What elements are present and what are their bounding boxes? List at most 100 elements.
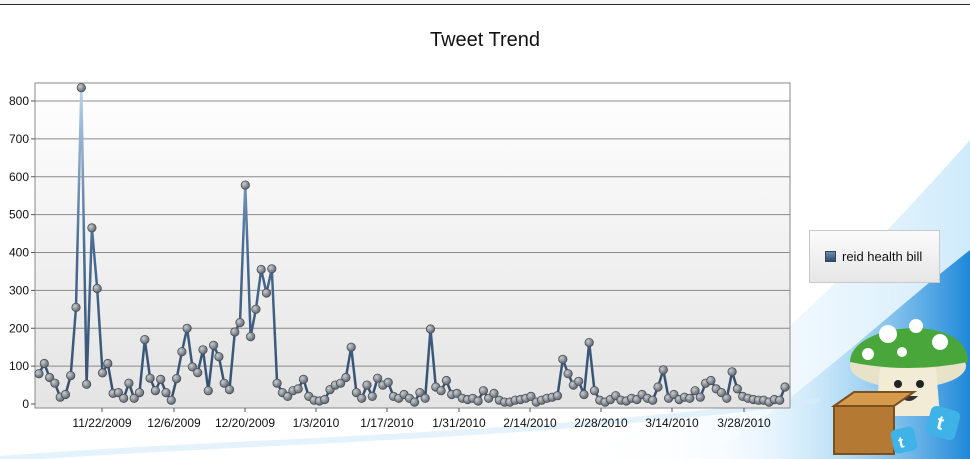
data-point[interactable] bbox=[60, 389, 71, 400]
data-point[interactable] bbox=[732, 384, 743, 394]
y-tick-label: 800 bbox=[9, 94, 29, 108]
data-point[interactable] bbox=[224, 384, 235, 395]
data-point[interactable] bbox=[425, 324, 436, 334]
x-tick-label: 1/17/2010 bbox=[360, 416, 414, 430]
data-point[interactable] bbox=[50, 378, 60, 388]
data-point[interactable] bbox=[335, 378, 346, 388]
data-point[interactable] bbox=[574, 376, 584, 386]
data-point[interactable] bbox=[161, 387, 171, 398]
data-point[interactable] bbox=[134, 387, 145, 398]
data-point[interactable] bbox=[39, 358, 49, 369]
data-point[interactable] bbox=[177, 347, 187, 357]
data-point[interactable] bbox=[283, 391, 293, 401]
data-point[interactable] bbox=[219, 378, 229, 388]
legend: reid health bill bbox=[809, 230, 940, 283]
data-point[interactable] bbox=[362, 380, 372, 390]
data-point[interactable] bbox=[298, 374, 309, 384]
data-point[interactable] bbox=[182, 323, 192, 333]
data-point[interactable] bbox=[383, 377, 393, 387]
data-point[interactable] bbox=[34, 369, 44, 379]
data-point[interactable] bbox=[66, 370, 76, 381]
data-point[interactable] bbox=[436, 386, 446, 396]
data-point[interactable] bbox=[71, 302, 81, 312]
data-point[interactable] bbox=[87, 223, 97, 233]
data-point[interactable] bbox=[261, 288, 272, 298]
data-point[interactable] bbox=[653, 382, 663, 392]
data-point[interactable] bbox=[187, 362, 197, 372]
data-point[interactable] bbox=[558, 354, 568, 364]
data-point[interactable] bbox=[526, 391, 536, 401]
data-point[interactable] bbox=[203, 386, 213, 396]
data-point[interactable] bbox=[589, 386, 600, 396]
data-point[interactable] bbox=[727, 367, 737, 377]
data-point[interactable] bbox=[685, 393, 695, 403]
x-tick-label: 11/22/2009 bbox=[72, 416, 131, 430]
data-point[interactable] bbox=[478, 386, 488, 396]
data-point[interactable] bbox=[193, 367, 203, 378]
data-point[interactable] bbox=[441, 375, 451, 386]
data-point[interactable] bbox=[97, 368, 108, 378]
data-point[interactable] bbox=[166, 395, 176, 405]
data-point[interactable] bbox=[246, 331, 256, 342]
data-point[interactable] bbox=[775, 395, 785, 405]
x-tick-label: 12/20/2009 bbox=[215, 416, 275, 430]
y-tick-label: 0 bbox=[22, 397, 29, 411]
x-tick-label: 1/3/2010 bbox=[293, 416, 340, 430]
data-point[interactable] bbox=[584, 337, 594, 348]
data-point[interactable] bbox=[145, 373, 155, 383]
y-tick-label: 500 bbox=[9, 208, 29, 222]
data-point[interactable] bbox=[415, 387, 425, 398]
y-tick-label: 300 bbox=[9, 283, 29, 297]
data-point[interactable] bbox=[92, 283, 102, 294]
data-point[interactable] bbox=[552, 391, 563, 401]
data-point[interactable] bbox=[230, 327, 240, 337]
data-point[interactable] bbox=[235, 317, 245, 328]
data-point[interactable] bbox=[341, 372, 351, 383]
data-point[interactable] bbox=[351, 387, 361, 398]
data-point[interactable] bbox=[251, 304, 261, 314]
data-point[interactable] bbox=[420, 393, 430, 403]
data-point[interactable] bbox=[119, 393, 129, 403]
data-point[interactable] bbox=[267, 264, 277, 274]
data-point[interactable] bbox=[214, 352, 224, 362]
data-point[interactable] bbox=[409, 397, 420, 407]
data-point[interactable] bbox=[563, 369, 573, 379]
data-point[interactable] bbox=[82, 379, 92, 389]
data-point[interactable] bbox=[293, 384, 303, 394]
data-point[interactable] bbox=[473, 396, 483, 406]
data-point[interactable] bbox=[357, 393, 367, 403]
data-point[interactable] bbox=[198, 345, 208, 355]
data-point[interactable] bbox=[716, 387, 727, 398]
data-point[interactable] bbox=[579, 389, 589, 400]
data-point[interactable] bbox=[44, 372, 55, 383]
data-point[interactable] bbox=[150, 386, 160, 396]
data-point[interactable] bbox=[156, 374, 166, 384]
data-point[interactable] bbox=[103, 358, 113, 369]
data-point[interactable] bbox=[367, 391, 377, 401]
data-point[interactable] bbox=[489, 388, 499, 398]
x-tick-label: 2/28/2010 bbox=[574, 416, 628, 430]
data-point[interactable] bbox=[124, 378, 134, 388]
data-point[interactable] bbox=[695, 392, 705, 402]
data-point[interactable] bbox=[240, 180, 250, 190]
data-point[interactable] bbox=[272, 378, 282, 388]
data-point[interactable] bbox=[113, 387, 124, 398]
data-point[interactable] bbox=[76, 83, 86, 93]
data-point[interactable] bbox=[320, 394, 330, 405]
data-point[interactable] bbox=[209, 340, 219, 350]
data-point[interactable] bbox=[690, 386, 700, 396]
data-point[interactable] bbox=[648, 395, 658, 405]
data-point[interactable] bbox=[372, 373, 383, 383]
data-point[interactable] bbox=[722, 393, 732, 403]
plot-area bbox=[34, 82, 791, 409]
data-point[interactable] bbox=[658, 365, 668, 375]
data-point[interactable] bbox=[706, 375, 716, 386]
data-point[interactable] bbox=[346, 342, 356, 352]
data-point[interactable] bbox=[780, 382, 790, 392]
data-point[interactable] bbox=[172, 373, 182, 384]
data-point[interactable] bbox=[140, 334, 150, 345]
window-top-bar bbox=[0, 0, 970, 5]
data-point[interactable] bbox=[256, 264, 266, 275]
data-point[interactable] bbox=[129, 393, 139, 403]
